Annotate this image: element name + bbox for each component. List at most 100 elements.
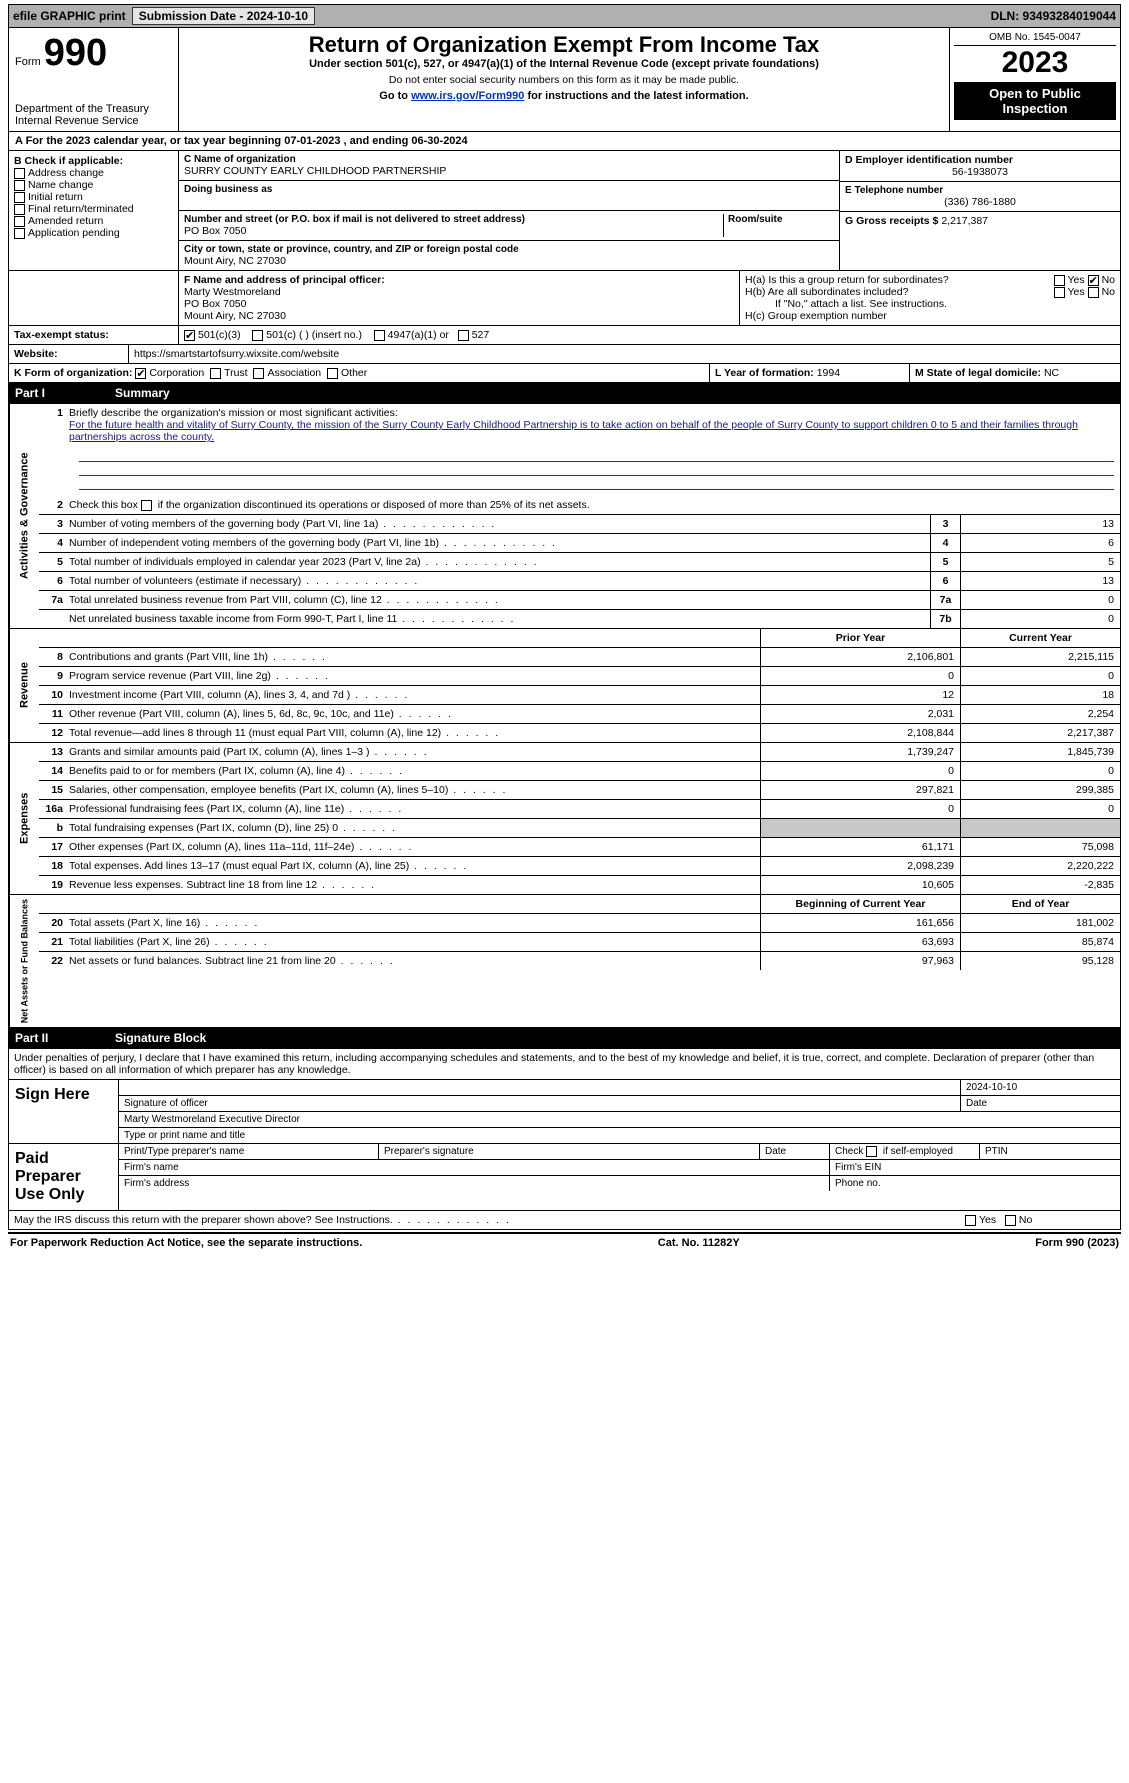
- line-16a: 16aProfessional fundraising fees (Part I…: [39, 800, 1120, 819]
- cb-corp[interactable]: [135, 368, 146, 379]
- mission-text: For the future health and vitality of Su…: [69, 419, 1078, 443]
- hb-yes[interactable]: [1054, 287, 1065, 298]
- cb-self-emp[interactable]: [866, 1146, 877, 1157]
- form-number: 990: [44, 32, 107, 74]
- line-21: 21Total liabilities (Part X, line 26)63,…: [39, 933, 1120, 952]
- gov-line-5: 5Total number of individuals employed in…: [39, 553, 1120, 572]
- line-15: 15Salaries, other compensation, employee…: [39, 781, 1120, 800]
- firm-phone-label: Phone no.: [830, 1176, 1120, 1191]
- line-11: 11Other revenue (Part VIII, column (A), …: [39, 705, 1120, 724]
- cb-4947[interactable]: [374, 330, 385, 341]
- cb-amended[interactable]: [14, 216, 25, 227]
- cb-527[interactable]: [458, 330, 469, 341]
- cb-discontinued[interactable]: [141, 500, 152, 511]
- hdr-current: Current Year: [960, 629, 1120, 647]
- side-governance: Activities & Governance: [9, 404, 39, 628]
- hb-no[interactable]: [1088, 287, 1099, 298]
- discuss-yes[interactable]: [965, 1215, 976, 1226]
- hb-note: If "No," attach a list. See instructions…: [745, 298, 1115, 310]
- year-formation: 1994: [817, 367, 840, 379]
- b-pending: Application pending: [28, 227, 120, 239]
- f-label: F Name and address of principal officer:: [184, 274, 734, 286]
- gov-line-7a: 7aTotal unrelated business revenue from …: [39, 591, 1120, 610]
- dept-treasury: Department of the Treasury: [15, 103, 172, 115]
- footer-left: For Paperwork Reduction Act Notice, see …: [10, 1237, 362, 1249]
- form-subtitle: Under section 501(c), 527, or 4947(a)(1)…: [187, 58, 941, 70]
- section-i: Tax-exempt status: 501(c)(3) 501(c) ( ) …: [8, 326, 1121, 345]
- gov-line-7b: Net unrelated business taxable income fr…: [39, 610, 1120, 628]
- b-label: B Check if applicable:: [14, 155, 173, 167]
- ein: 56-1938073: [845, 166, 1115, 178]
- governance-block: Activities & Governance 1 Briefly descri…: [8, 404, 1121, 629]
- street-label: Number and street (or P.O. box if mail i…: [184, 214, 719, 225]
- cb-501c[interactable]: [252, 330, 263, 341]
- hc-label: H(c) Group exemption number: [745, 310, 1115, 322]
- line-13: 13Grants and similar amounts paid (Part …: [39, 743, 1120, 762]
- efile-label: efile GRAPHIC print: [13, 9, 126, 23]
- section-fh: F Name and address of principal officer:…: [8, 271, 1121, 326]
- prep-name-label: Print/Type preparer's name: [119, 1144, 379, 1159]
- cb-assoc[interactable]: [253, 368, 264, 379]
- cb-final[interactable]: [14, 204, 25, 215]
- goto-post: for instructions and the latest informat…: [527, 90, 748, 102]
- b-final: Final return/terminated: [28, 203, 134, 215]
- cb-pending[interactable]: [14, 228, 25, 239]
- cb-trust[interactable]: [210, 368, 221, 379]
- perjury-text: Under penalties of perjury, I declare th…: [8, 1049, 1121, 1080]
- paid-preparer-label: Paid Preparer Use Only: [9, 1144, 119, 1210]
- officer-name: Marty Westmoreland: [184, 286, 734, 298]
- footer-cat: Cat. No. 11282Y: [658, 1237, 740, 1249]
- sig-date-label: Date: [960, 1096, 1120, 1111]
- street: PO Box 7050: [184, 225, 719, 237]
- netassets-block: Net Assets or Fund Balances Beginning of…: [8, 895, 1121, 1028]
- line-17: 17Other expenses (Part IX, column (A), l…: [39, 838, 1120, 857]
- cb-address-change[interactable]: [14, 168, 25, 179]
- side-netassets: Net Assets or Fund Balances: [9, 895, 39, 1027]
- hdr-prior: Prior Year: [760, 629, 960, 647]
- cb-501c3[interactable]: [184, 330, 195, 341]
- discuss-row: May the IRS discuss this return with the…: [8, 1211, 1121, 1230]
- firm-ein-label: Firm's EIN: [830, 1160, 1120, 1175]
- open-inspection: Open to Public Inspection: [954, 82, 1116, 120]
- b-amended: Amended return: [28, 215, 103, 227]
- info-grid: B Check if applicable: Address change Na…: [8, 151, 1121, 271]
- ha-label: H(a) Is this a group return for subordin…: [745, 274, 1054, 286]
- section-klm: K Form of organization: Corporation Trus…: [8, 364, 1121, 383]
- submission-date: Submission Date - 2024-10-10: [132, 7, 315, 25]
- officer-addr1: PO Box 7050: [184, 298, 734, 310]
- prep-date-label: Date: [760, 1144, 830, 1159]
- cb-initial[interactable]: [14, 192, 25, 203]
- section-deg: D Employer identification number 56-1938…: [840, 151, 1120, 270]
- ha-yes[interactable]: [1054, 275, 1065, 286]
- irs-label: Internal Revenue Service: [15, 115, 172, 127]
- sign-here-label: Sign Here: [9, 1080, 119, 1143]
- part2-bar: Part II Signature Block: [8, 1028, 1121, 1049]
- discuss-text: May the IRS discuss this return with the…: [14, 1214, 511, 1226]
- i-label: Tax-exempt status:: [14, 329, 109, 341]
- b-initial: Initial return: [28, 191, 83, 203]
- irs-link[interactable]: www.irs.gov/Form990: [411, 90, 524, 102]
- side-revenue: Revenue: [9, 629, 39, 742]
- form-header: Form 990 Department of the Treasury Inte…: [8, 28, 1121, 132]
- line-8: 8Contributions and grants (Part VIII, li…: [39, 648, 1120, 667]
- d-label: D Employer identification number: [845, 154, 1115, 166]
- firm-name-label: Firm's name: [119, 1160, 830, 1175]
- city: Mount Airy, NC 27030: [184, 255, 834, 267]
- part1-title: Summary: [115, 386, 170, 400]
- gov-line-4: 4Number of independent voting members of…: [39, 534, 1120, 553]
- cb-other[interactable]: [327, 368, 338, 379]
- ha-no[interactable]: [1088, 275, 1099, 286]
- b-address: Address change: [28, 167, 104, 179]
- line-12: 12Total revenue—add lines 8 through 11 (…: [39, 724, 1120, 742]
- mission-prompt: Briefly describe the organization's miss…: [69, 407, 398, 419]
- discuss-no[interactable]: [1005, 1215, 1016, 1226]
- goto-pre: Go to: [379, 90, 411, 102]
- line-10: 10Investment income (Part VIII, column (…: [39, 686, 1120, 705]
- gross-receipts: 2,217,387: [941, 215, 988, 227]
- e-label: E Telephone number: [845, 185, 1115, 196]
- mission-blank2: [79, 462, 1114, 476]
- firm-addr-label: Firm's address: [119, 1176, 830, 1191]
- cb-name-change[interactable]: [14, 180, 25, 191]
- part1-num: Part I: [15, 386, 95, 400]
- cal-begin: 07-01-2023: [284, 135, 340, 147]
